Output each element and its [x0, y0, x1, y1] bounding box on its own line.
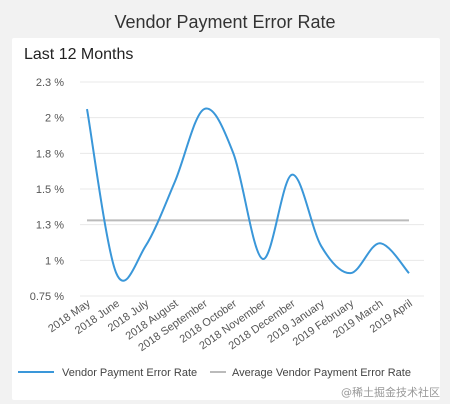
y-tick-label: 0.75 %: [30, 291, 64, 303]
y-tick-label: 1.5 %: [36, 184, 64, 196]
y-axis-labels: 2.3 % 2 % 1.8 % 1.5 % 1.3 % 1 % 0.75 %: [30, 77, 64, 303]
y-tick-label: 1.3 %: [36, 220, 64, 232]
y-tick-label: 2.3 %: [36, 77, 64, 89]
y-tick-label: 2 %: [45, 113, 64, 125]
series-lines: [86, 107, 410, 282]
card-subtitle: Last 12 Months: [24, 46, 134, 63]
legend: Vendor Payment Error Rate Average Vendor …: [18, 367, 411, 379]
watermark: @稀土掘金技术社区: [341, 386, 440, 399]
y-tick-label: 1.8 %: [36, 148, 64, 160]
y-tick-label: 1 %: [45, 255, 64, 267]
legend-label-error-rate: Vendor Payment Error Rate: [62, 367, 197, 379]
series-line-error-rate: [86, 107, 410, 282]
legend-label-average: Average Vendor Payment Error Rate: [232, 367, 411, 379]
grid-lines: [80, 81, 424, 297]
page-title: Vendor Payment Error Rate: [114, 12, 336, 32]
chart-card: Last 12 Months: [12, 38, 440, 400]
